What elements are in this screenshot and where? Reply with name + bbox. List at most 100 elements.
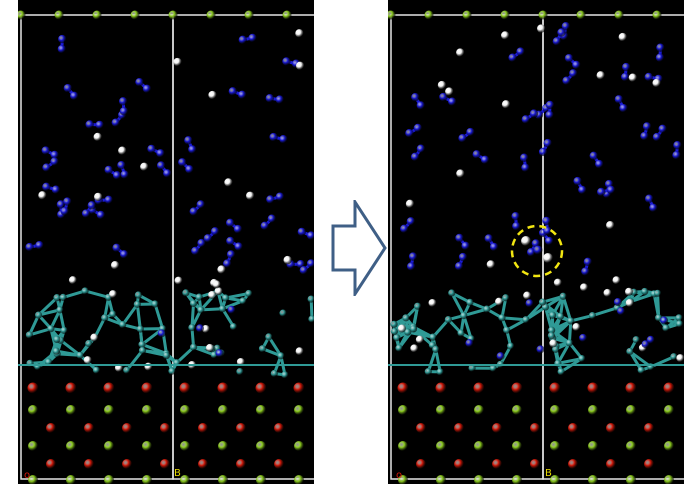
metal-atom bbox=[404, 328, 412, 336]
hydrogen-atom-surface bbox=[205, 343, 214, 352]
boundary-atom-green bbox=[424, 10, 434, 20]
metal-atom bbox=[503, 326, 511, 334]
metal-atom bbox=[578, 354, 586, 363]
nitrogen-atom bbox=[306, 231, 314, 240]
metal-atom bbox=[25, 331, 34, 339]
hydrogen-atom bbox=[295, 29, 304, 38]
highlight-circle bbox=[510, 224, 564, 278]
hydrogen-atom-surface bbox=[144, 362, 153, 371]
nitrogen-atom bbox=[197, 238, 206, 248]
hydrogen-atom bbox=[618, 32, 628, 42]
nitrogen-atom bbox=[147, 144, 156, 154]
metal-atom bbox=[277, 352, 285, 360]
substrate-atom-red bbox=[492, 459, 502, 469]
hydrogen-atom bbox=[246, 191, 255, 200]
nitrogen-atom bbox=[578, 185, 587, 195]
nitrogen-atom bbox=[234, 242, 243, 251]
oxygen-atom bbox=[663, 382, 675, 394]
nitrogen-atom bbox=[196, 200, 206, 209]
nitrogen-atom-surface bbox=[660, 316, 669, 325]
hydrogen-atom-surface bbox=[624, 287, 633, 296]
nitrogen-atom bbox=[543, 138, 552, 148]
nitrogen-atom bbox=[652, 132, 662, 142]
substrate-atom-red bbox=[530, 423, 540, 433]
nitrogen-atom bbox=[405, 129, 414, 138]
nitrogen-atom bbox=[142, 84, 152, 93]
nitrogen-atom bbox=[640, 131, 649, 141]
hydrogen-atom bbox=[405, 199, 415, 209]
metal-atom bbox=[402, 314, 410, 322]
metal-atom bbox=[34, 311, 43, 319]
nitrogen-atom bbox=[439, 92, 448, 102]
boundary-atom-green bbox=[614, 10, 624, 20]
metal-bond bbox=[551, 295, 565, 316]
substrate-atom-red bbox=[644, 459, 654, 469]
hydrogen-atom bbox=[445, 87, 454, 96]
hydrogen-atom-surface bbox=[109, 290, 118, 299]
oxygen-atom bbox=[217, 382, 229, 394]
nitrogen-atom bbox=[25, 242, 34, 252]
nitrogen-atom-surface bbox=[157, 329, 166, 338]
substrate-atom-red bbox=[160, 423, 170, 433]
nitrogen-atom bbox=[595, 159, 604, 169]
simulation-panel-before bbox=[18, 0, 314, 484]
substrate-atom-green bbox=[588, 405, 598, 415]
substrate-atom-red bbox=[454, 423, 464, 433]
metal-atom bbox=[85, 339, 93, 348]
nitrogen-atom-surface bbox=[525, 299, 534, 308]
metal-atom bbox=[457, 329, 465, 337]
metal-bond bbox=[153, 303, 165, 330]
substrate-atom-green bbox=[256, 475, 266, 484]
nitrogen-atom bbox=[454, 262, 464, 271]
metal-atom bbox=[522, 316, 530, 324]
metal-bond bbox=[37, 296, 59, 317]
metal-atom bbox=[409, 325, 418, 333]
nitrogen-atom bbox=[597, 187, 606, 197]
nitrogen-atom-surface bbox=[646, 335, 655, 344]
nitrogen-atom bbox=[521, 163, 530, 172]
highlighted-hydrogen-atom bbox=[543, 253, 553, 263]
nitrogen-atom bbox=[225, 218, 235, 228]
metal-bond bbox=[56, 349, 81, 357]
nitrogen-atom bbox=[104, 165, 113, 175]
nitrogen-atom-surface bbox=[579, 333, 588, 342]
hydrogen-atom bbox=[295, 61, 305, 70]
substrate-atom-red bbox=[84, 423, 94, 433]
metal-atom bbox=[460, 311, 468, 320]
hydrogen-atom bbox=[224, 178, 233, 187]
metal-atom bbox=[162, 351, 171, 360]
nitrogen-atom bbox=[42, 182, 51, 192]
oxygen-atom bbox=[255, 382, 267, 394]
substrate-atom-red bbox=[644, 423, 654, 433]
substrate-atom-red bbox=[160, 459, 170, 469]
metal-bond bbox=[501, 316, 527, 322]
metal-atom bbox=[675, 314, 683, 322]
nitrogen-atom bbox=[557, 28, 566, 37]
metal-bond bbox=[592, 306, 618, 318]
metal-atom bbox=[189, 343, 198, 351]
metal-atom bbox=[393, 334, 401, 342]
axis-label-b-right: B bbox=[545, 468, 552, 479]
substrate-atom-green bbox=[66, 405, 76, 415]
nitrogen-atom bbox=[526, 248, 536, 257]
nitrogen-atom bbox=[458, 133, 467, 143]
metal-atom bbox=[662, 324, 670, 332]
metal-atom bbox=[641, 287, 649, 296]
nitrogen-atom bbox=[658, 124, 667, 134]
substrate-atom-green bbox=[142, 475, 152, 484]
nitrogen-atom bbox=[406, 262, 416, 271]
metal-atom bbox=[123, 366, 131, 374]
nitrogen-atom bbox=[484, 234, 493, 243]
metal-atom bbox=[197, 306, 205, 314]
metal-atom bbox=[134, 291, 142, 299]
metal-atom bbox=[308, 315, 314, 323]
nitrogen-atom bbox=[562, 76, 571, 85]
boundary-atom-green bbox=[130, 10, 140, 20]
axis-label-origin-left: o bbox=[24, 470, 31, 481]
nitrogen-atom bbox=[619, 103, 628, 113]
hydrogen-atom bbox=[93, 192, 103, 202]
boundary-atom-green bbox=[576, 10, 586, 20]
nitrogen-atom bbox=[135, 77, 144, 87]
nitrogen-atom bbox=[649, 203, 658, 212]
nitrogen-atom bbox=[406, 217, 416, 226]
